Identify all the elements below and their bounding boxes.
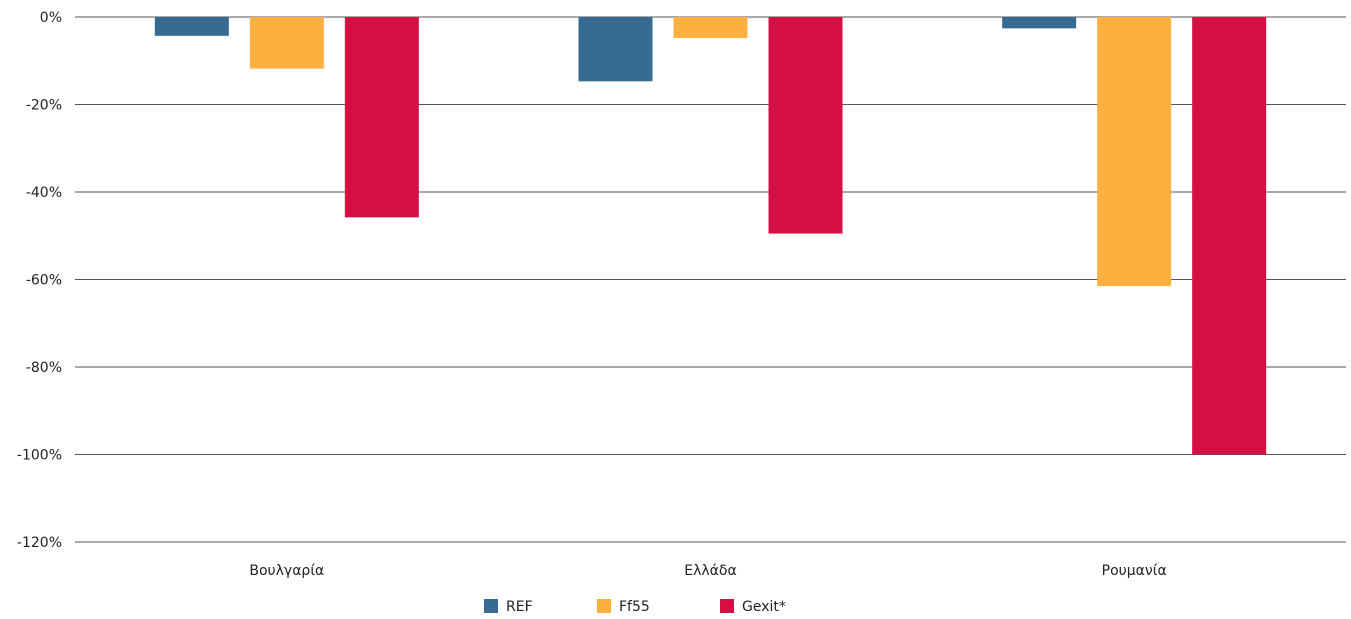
legend-swatch — [597, 599, 611, 613]
bar-ref-0 — [154, 17, 229, 36]
legend-label: Ff55 — [619, 599, 650, 615]
y-tick-label: 0% — [40, 10, 62, 26]
x-category-label: Ρουμανία — [1102, 563, 1167, 579]
y-tick-label: -40% — [26, 185, 62, 201]
y-tick-label: -20% — [26, 98, 62, 114]
bar-ref-2 — [1002, 17, 1077, 29]
x-category-label: Ελλάδα — [684, 563, 736, 579]
bar-ff55-2 — [1097, 17, 1172, 287]
legend-swatch — [484, 599, 498, 613]
bar-gexit-2 — [1192, 17, 1267, 455]
y-tick-label: -60% — [26, 273, 62, 289]
bar-ff55-1 — [673, 17, 748, 38]
y-axis: 0% -20% -40% -60% -80% -100% -120% — [17, 10, 62, 551]
legend-label: Gexit* — [742, 599, 786, 615]
legend: REF Ff55 Gexit* — [484, 599, 786, 615]
gridlines — [75, 16, 1346, 543]
legend-swatch — [720, 599, 734, 613]
bar-gexit-0 — [344, 17, 419, 218]
y-tick-label: -100% — [17, 448, 62, 464]
bars — [154, 17, 1267, 455]
x-axis: Βουλγαρία Ελλάδα Ρουμανία — [249, 563, 1166, 579]
bar-ff55-0 — [249, 17, 324, 69]
y-tick-label: -120% — [17, 535, 62, 551]
legend-label: REF — [506, 599, 533, 615]
bar-gexit-1 — [768, 17, 843, 234]
bar-ref-1 — [578, 17, 653, 82]
x-category-label: Βουλγαρία — [249, 563, 324, 579]
y-tick-label: -80% — [26, 360, 62, 376]
